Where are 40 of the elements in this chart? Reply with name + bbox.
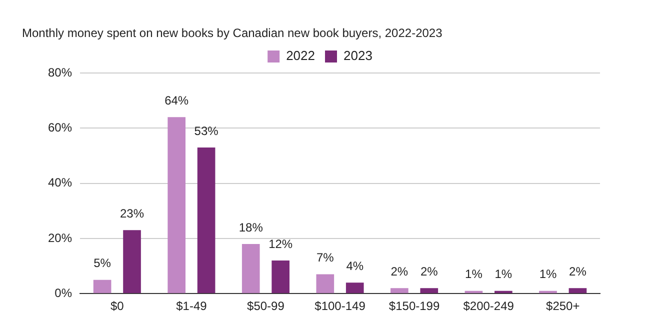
bar (346, 282, 364, 294)
x-tick-label: $150-199 (388, 299, 440, 314)
data-label: 1% (539, 267, 558, 282)
data-label: 2% (420, 264, 438, 278)
bar (316, 274, 334, 294)
x-tick-label: $250+ (546, 299, 580, 314)
data-label: 23% (120, 206, 144, 220)
y-tick-label: 0% (54, 286, 72, 300)
bar (272, 260, 290, 294)
data-label: 2% (569, 264, 587, 278)
x-tick-label: $0 (110, 299, 124, 314)
data-label: 1% (494, 267, 512, 282)
bar (390, 288, 408, 294)
legend-label: 2022 (286, 48, 315, 64)
legend-label: 2023 (344, 48, 372, 64)
y-tick-label: 60% (48, 120, 72, 134)
bar (197, 147, 216, 294)
y-tick-label: 20% (48, 230, 72, 245)
x-tick-label: $50-99 (247, 299, 285, 314)
x-tick-label: $1-49 (176, 299, 208, 314)
bar (242, 244, 260, 294)
data-label: 4% (346, 258, 364, 273)
bar (568, 288, 587, 294)
bar (123, 230, 141, 294)
data-label: 1% (465, 267, 483, 282)
bar (93, 280, 112, 294)
bar (168, 117, 186, 294)
data-label: 5% (94, 256, 112, 270)
data-label: 12% (268, 236, 293, 251)
data-label: 53% (194, 124, 219, 138)
bar (420, 288, 438, 294)
data-label: 18% (238, 220, 264, 234)
data-label: 64% (164, 93, 189, 108)
x-tick-label: $200-249 (463, 299, 514, 314)
data-label: 2% (390, 264, 408, 278)
data-label: 7% (316, 250, 334, 265)
y-tick-label: 40% (48, 176, 72, 190)
y-tick-label: 80% (48, 65, 72, 80)
chart-title: Monthly money spent on new books by Canadian new book buyers, 2022-2023 (22, 26, 442, 40)
x-tick-label: $100-149 (314, 299, 366, 314)
